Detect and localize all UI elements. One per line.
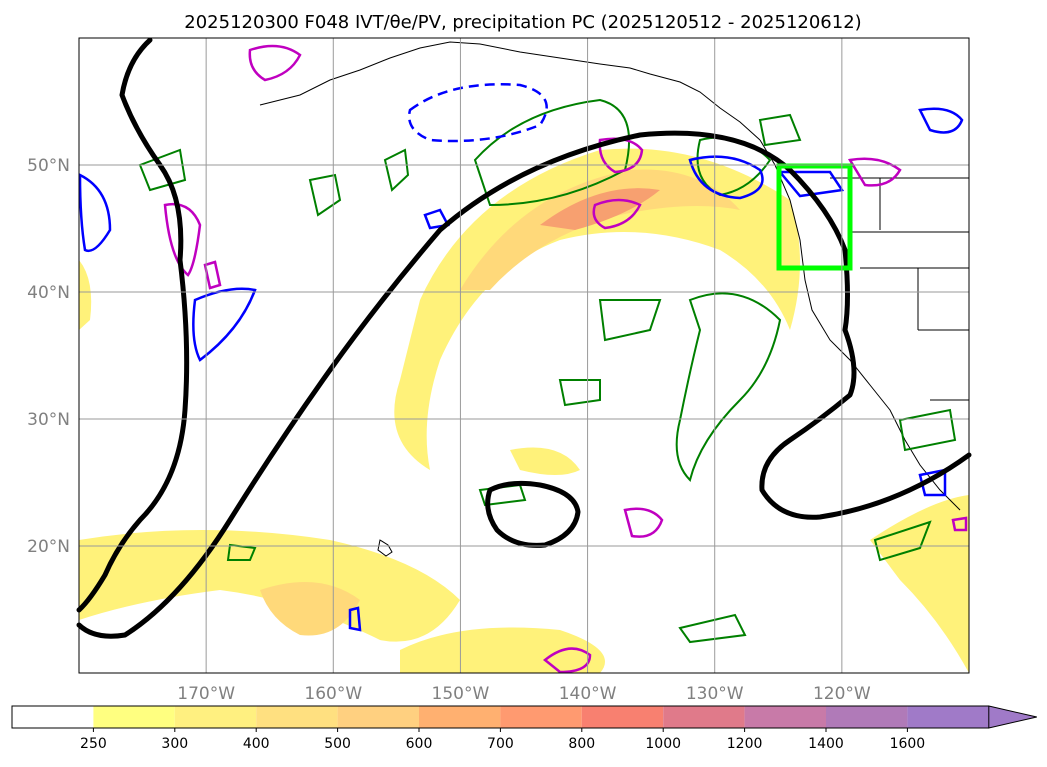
- colorbar-segment: [174, 706, 257, 728]
- lon-tick-label: 130°W: [686, 684, 744, 704]
- theta-e-western-trough: [76, 37, 190, 613]
- colorbar-tick-label: 1200: [727, 736, 763, 752]
- colorbar-tick-label: 600: [406, 736, 433, 752]
- lon-tick-label: 170°W: [177, 684, 235, 704]
- map-panel: [76, 37, 972, 674]
- lat-tick-label: 30°N: [27, 410, 70, 430]
- lat-tick-label: 20°N: [27, 537, 70, 557]
- gridlines: [79, 38, 969, 673]
- lon-tick-label: 140°W: [559, 684, 617, 704]
- colorbar-segment: [744, 706, 826, 728]
- coastline-alaska: [259, 41, 761, 141]
- lon-tick-label: 150°W: [432, 684, 490, 704]
- ivt-band-patch: [510, 447, 580, 475]
- colorbar-tick-label: 1400: [808, 736, 844, 752]
- colorbar-tick-label: 1600: [890, 736, 926, 752]
- colorbar-segment: [337, 706, 419, 728]
- colorbar-extend-arrow: [988, 705, 1037, 729]
- lat-tick-labels: 50°N 40°N 30°N 20°N: [27, 156, 70, 557]
- coastline: [259, 41, 969, 557]
- lon-tick-label: 160°W: [304, 684, 362, 704]
- ivt-shading: [79, 148, 969, 673]
- ivt-band-outer: [394, 148, 800, 471]
- map-frame: [78, 37, 970, 674]
- colorbar-segment: [581, 706, 664, 728]
- colorbar-segment: [663, 706, 745, 728]
- colorbar-segment: [826, 706, 908, 728]
- colorbar-tick-label: 800: [568, 736, 595, 752]
- island-hawaii: [377, 539, 393, 557]
- colorbar-segment: [256, 706, 338, 728]
- lat-tick-label: 40°N: [27, 283, 70, 303]
- colorbar-segment: [500, 706, 582, 728]
- lon-tick-label: 120°W: [813, 684, 871, 704]
- ivt-band-bottom: [400, 627, 605, 673]
- colorbar-segment: [419, 706, 501, 728]
- chart-title: 2025120300 F048 IVT/θe/PV, precipitation…: [184, 12, 861, 33]
- colorbar-tick-label: 250: [80, 736, 107, 752]
- coastline-north-america: [759, 139, 961, 511]
- theta-e-cutoff-low: [485, 480, 581, 548]
- pv-contours: [78, 83, 964, 632]
- ivt-band-south: [79, 530, 460, 642]
- ivt-band-core: [540, 188, 660, 230]
- lat-tick-label: 50°N: [27, 156, 70, 176]
- theta-e-main-ridge: [76, 130, 972, 639]
- colorbar-tick-label: 300: [161, 736, 188, 752]
- colorbar-tick-label: 400: [243, 736, 270, 752]
- border-states: [830, 177, 969, 401]
- colorbar-segment: [93, 706, 175, 728]
- colorbar-tick-label: 700: [487, 736, 514, 752]
- theta-e-contours: [76, 37, 972, 639]
- highlight-box: [776, 163, 853, 271]
- lon-tick-labels: 170°W 160°W 150°W 140°W 130°W 120°W: [177, 684, 871, 704]
- colorbar-tick-label: 500: [324, 736, 351, 752]
- ivt-band-south-core: [260, 582, 360, 636]
- ivt-band-middle: [460, 169, 740, 290]
- ivt-band-west: [79, 260, 92, 330]
- colorbar: 250 300 400 500 600 700 800 1000 1200 1400 1600: [11, 705, 1037, 752]
- colorbar-segment: [907, 706, 989, 728]
- ivt-band-east: [870, 495, 969, 673]
- colorbar-tick-label: 1000: [645, 736, 681, 752]
- colorbar-segment: [12, 706, 94, 728]
